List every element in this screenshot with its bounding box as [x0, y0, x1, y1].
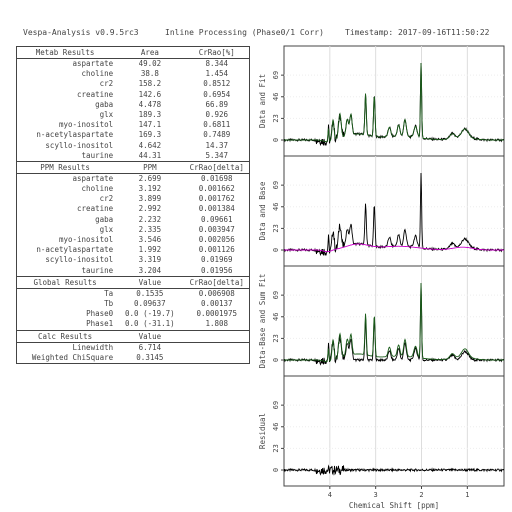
x-axis-label: Chemical Shift [ppm] [349, 501, 439, 510]
y-tick-label: 0 [272, 358, 280, 362]
y-tick-label: 0 [272, 468, 280, 472]
y-tick-label: 0 [272, 248, 280, 252]
y-tick-label: 23 [272, 444, 280, 452]
y-axis-label: Data and Fit [258, 74, 267, 128]
y-tick-label: 69 [272, 401, 280, 409]
x-tick-label: 1 [465, 491, 469, 499]
y-axis-label: Data-Base and Sum Fit [258, 274, 267, 369]
y-tick-label: 0 [272, 138, 280, 142]
y-tick-label: 46 [272, 93, 280, 101]
y-tick-label: 23 [272, 114, 280, 122]
y-tick-label: 69 [272, 181, 280, 189]
y-axis-label: Residual [258, 413, 267, 449]
chart-panel-4: 0 23 46 69 Residual 4 3 2 1 Chemical Shift [ppm] [258, 376, 504, 510]
y-tick-label: 46 [272, 203, 280, 211]
y-tick-label: 23 [272, 224, 280, 232]
x-tick-label: 2 [419, 491, 423, 499]
y-tick-label: 46 [272, 313, 280, 321]
x-tick-label: 4 [328, 491, 332, 499]
y-tick-label: 69 [272, 291, 280, 299]
chart-panel-2: 0 23 46 69 Data and Base [258, 156, 504, 269]
chart-panel-1: 0 23 46 69 Data and Fit [258, 46, 504, 159]
y-axis-label: Data and Base [258, 181, 267, 240]
y-tick-label: 46 [272, 423, 280, 431]
y-tick-label: 23 [272, 334, 280, 342]
y-tick-label: 69 [272, 71, 280, 79]
chart-panel-3: 0 23 46 69 Data-Base and Sum Fit [258, 266, 504, 379]
x-tick-label: 3 [374, 491, 378, 499]
